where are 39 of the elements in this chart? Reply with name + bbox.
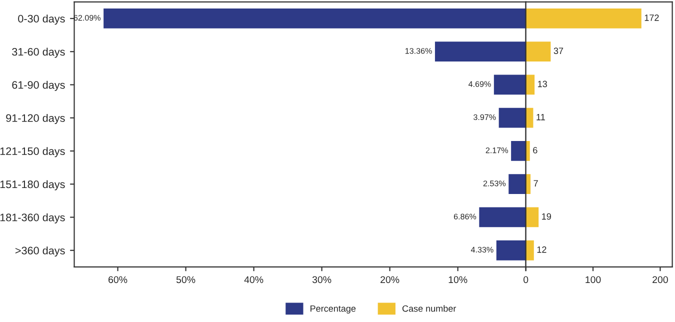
x-tick-label: 200 bbox=[652, 276, 668, 284]
data-label: 172 bbox=[644, 14, 659, 21]
data-label: 11 bbox=[536, 114, 545, 120]
x-tick-label: 50% bbox=[176, 276, 196, 284]
x-tick-label: 60% bbox=[108, 276, 128, 284]
y-tick-label: 151-180 days bbox=[0, 180, 65, 190]
y-tick-label: >360 days bbox=[15, 246, 65, 257]
legend-label: Case number bbox=[402, 305, 456, 312]
data-label: 6.86% bbox=[454, 214, 476, 220]
y-tick-label: 61-90 days bbox=[12, 80, 65, 91]
x-tick-label: 100 bbox=[586, 276, 601, 284]
bar bbox=[526, 207, 539, 228]
y-tick-label: 91-120 days bbox=[6, 114, 65, 124]
data-label: 2.53% bbox=[483, 180, 506, 186]
bar bbox=[526, 8, 642, 28]
data-label: 2.17% bbox=[486, 147, 508, 154]
bar bbox=[526, 240, 534, 260]
data-label: 4.69% bbox=[468, 81, 491, 87]
x-tick-label: 20% bbox=[380, 276, 400, 284]
data-label: 3.97% bbox=[474, 114, 496, 120]
y-tick-label: 121-150 days bbox=[0, 147, 65, 158]
data-label: 13.36% bbox=[405, 48, 432, 54]
x-tick-label: 0 bbox=[524, 276, 528, 284]
bar bbox=[526, 42, 551, 62]
y-tick-label: 0-30 days bbox=[18, 14, 65, 25]
x-tick-label: 30% bbox=[312, 276, 332, 284]
data-label: 4.33% bbox=[470, 246, 494, 253]
legend-label: Percentage bbox=[310, 305, 356, 314]
data-label: 37 bbox=[554, 48, 564, 54]
data-label: 13 bbox=[538, 80, 547, 88]
data-label: 6 bbox=[533, 147, 538, 154]
x-tick-label: 10% bbox=[448, 276, 468, 284]
y-tick-label: 31-60 days bbox=[12, 48, 65, 58]
data-label: 19 bbox=[542, 213, 551, 220]
y-tick-label: 181-360 days bbox=[0, 213, 65, 224]
bar bbox=[526, 74, 535, 95]
data-label: 12 bbox=[537, 246, 546, 253]
x-tick-label: 40% bbox=[244, 276, 264, 284]
data-label: 7 bbox=[534, 180, 538, 186]
